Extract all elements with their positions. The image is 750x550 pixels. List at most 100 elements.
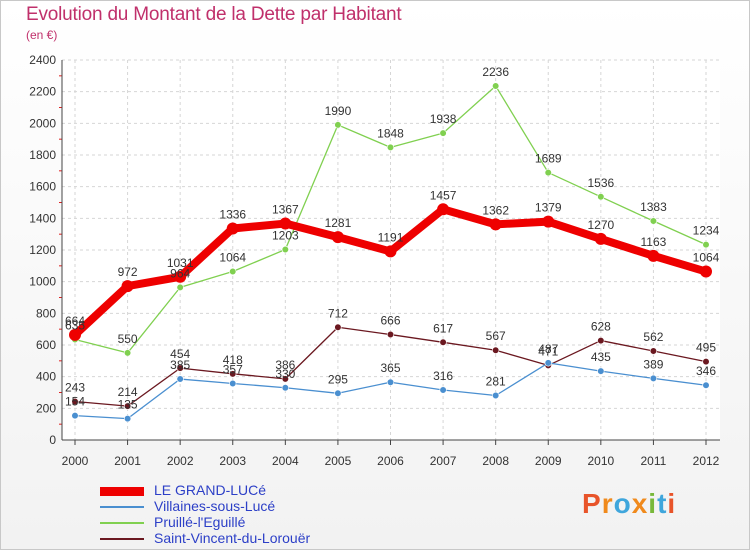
data-point <box>597 367 605 375</box>
data-point <box>334 121 342 129</box>
legend-label: Villaines-sous-Lucé <box>154 498 276 514</box>
data-label: 1536 <box>587 176 614 190</box>
data-point <box>647 249 660 262</box>
data-label: 346 <box>696 364 716 378</box>
data-label: 635 <box>65 318 85 332</box>
series-group <box>69 82 712 423</box>
data-point <box>386 143 395 151</box>
data-label: 664 <box>65 314 85 328</box>
data-label: 154 <box>65 395 85 409</box>
data-point <box>229 379 237 388</box>
data-point <box>176 283 184 291</box>
axes: 0 200 400 600 800 1000 1200 1400 1600 1800 2000 220… <box>29 53 720 468</box>
data-point <box>123 402 132 410</box>
x-tick-label: 2008 <box>482 454 509 468</box>
data-label: 1990 <box>325 104 352 118</box>
x-tick-label: 2006 <box>377 454 404 468</box>
data-point <box>492 346 500 354</box>
data-point <box>69 328 81 341</box>
data-label: 1064 <box>693 251 720 265</box>
data-label: 471 <box>538 344 558 358</box>
legend-label: LE GRAND-LUCé <box>154 482 267 498</box>
data-point <box>649 374 658 383</box>
data-label: 1457 <box>430 188 457 202</box>
data-label: 435 <box>591 350 611 364</box>
x-tick-label: 2004 <box>272 454 299 468</box>
data-label: 562 <box>643 330 663 344</box>
data-label: 1191 <box>378 230 404 244</box>
data-label: 1281 <box>325 216 352 230</box>
data-point <box>279 217 292 230</box>
data-label: 617 <box>433 321 453 335</box>
data-point <box>542 215 555 228</box>
data-point <box>439 129 447 137</box>
data-point <box>71 412 79 420</box>
data-label: 295 <box>328 372 348 386</box>
legend-label: Saint-Vincent-du-Lorouër <box>154 530 311 546</box>
data-point <box>702 358 710 366</box>
x-tick-label: 2011 <box>641 454 667 468</box>
legend-swatch <box>100 522 144 524</box>
data-label: 281 <box>486 375 506 389</box>
y-tick-label: 1200 <box>29 243 56 257</box>
data-point <box>281 245 289 254</box>
data-label: 1689 <box>535 152 562 166</box>
data-point <box>649 217 658 225</box>
data-label: 357 <box>223 362 243 376</box>
data-label: 385 <box>170 358 190 372</box>
data-label: 1379 <box>535 201 562 215</box>
data-point <box>702 241 710 249</box>
data-point <box>331 231 344 244</box>
data-point <box>281 375 289 383</box>
data-point <box>544 359 552 367</box>
data-point <box>386 378 395 386</box>
data-point <box>594 232 607 245</box>
data-point <box>439 338 447 346</box>
x-tick-label: 2005 <box>325 454 352 468</box>
data-label: 243 <box>65 381 85 395</box>
data-label: 389 <box>643 357 663 371</box>
x-tick-label: 2000 <box>62 454 89 468</box>
x-tick-label: 2001 <box>114 454 141 468</box>
data-label: 495 <box>696 341 716 355</box>
data-point <box>281 384 289 392</box>
data-labels: 243 214 454 418 386 712 666 617 567 471 628 562 495 1… <box>65 65 720 412</box>
data-point <box>597 336 605 345</box>
data-point <box>649 347 658 355</box>
data-point <box>334 323 342 331</box>
legend-swatch <box>100 486 144 496</box>
data-label: 386 <box>275 358 295 372</box>
data-point <box>229 267 237 276</box>
y-tick-label: 600 <box>36 338 56 352</box>
data-point <box>384 245 397 258</box>
data-label: 1336 <box>219 207 246 221</box>
data-point <box>123 415 132 423</box>
data-point <box>174 270 187 283</box>
data-point <box>229 370 237 378</box>
data-point <box>489 218 502 231</box>
data-point <box>439 386 447 394</box>
y-tick-label: 2000 <box>29 116 56 130</box>
chart-subtitle: (en €) <box>26 28 58 42</box>
y-tick-label: 1000 <box>29 275 56 289</box>
x-tick-label: 2010 <box>587 454 614 468</box>
legend-label: Pruillé-l'Eguillé <box>154 514 246 530</box>
x-tick-label: 2002 <box>167 454 194 468</box>
data-point <box>544 168 552 177</box>
data-label: 418 <box>223 353 243 367</box>
data-point <box>176 364 184 372</box>
data-label: 1031 <box>167 256 194 270</box>
data-point <box>437 203 450 216</box>
data-label: 567 <box>486 329 506 343</box>
data-label: 628 <box>591 320 611 334</box>
y-tick-label: 1800 <box>29 148 56 162</box>
x-tick-label: 2012 <box>693 454 720 468</box>
data-label: 1383 <box>640 200 667 214</box>
chart-title: Evolution du Montant de la Dette par Hab… <box>26 4 402 25</box>
x-tick-label: 2009 <box>535 454 562 468</box>
x-tick-label: 2007 <box>430 454 457 468</box>
data-label: 1367 <box>272 203 299 217</box>
data-label: 666 <box>380 314 400 328</box>
data-label: 365 <box>380 361 400 375</box>
